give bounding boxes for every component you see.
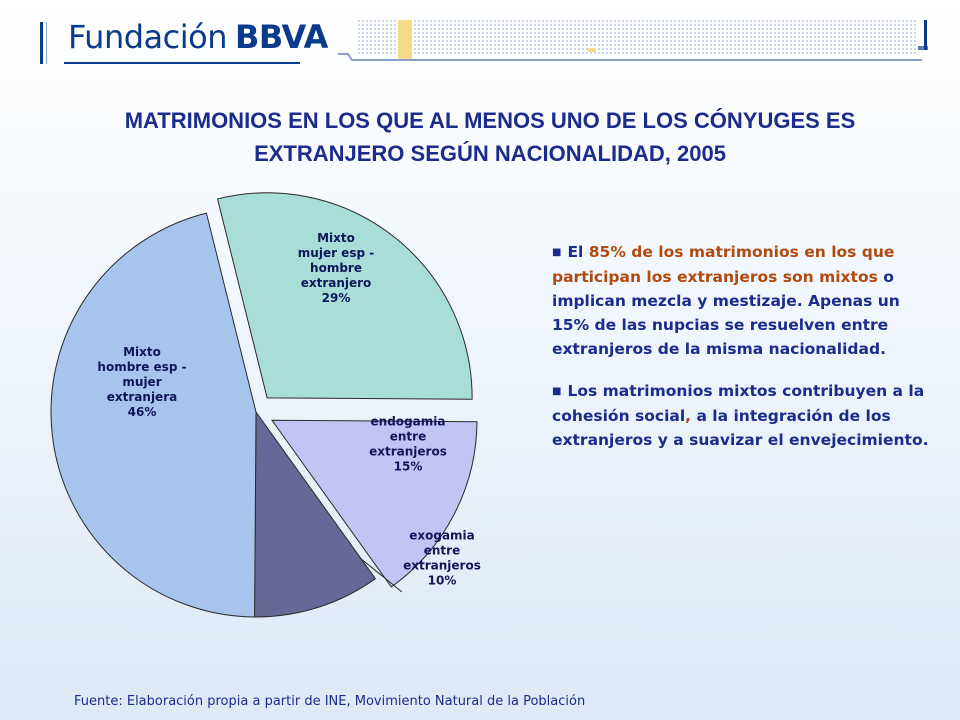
paragraph-2: ■ Los matrimonios mixtos contribuyen a la… — [552, 379, 930, 452]
pie-label-line: extranjeros — [369, 445, 447, 459]
pie-label-line: entre — [390, 430, 426, 444]
pie-value-label: 15% — [394, 460, 423, 474]
pie-slice-3 — [254, 410, 377, 618]
pie-label-1: Mixto mujer esp -hombre extranjero 29% — [298, 231, 374, 305]
chart-title-line-1: MATRIMONIOS EN LOS QUE AL MENOS UNO DE L… — [124, 108, 856, 133]
bullet-square-icon: ■ — [552, 386, 562, 397]
logo-underline — [64, 62, 300, 64]
pie-value-label: 46% — [128, 405, 157, 419]
logo-bar-thin — [46, 22, 47, 64]
pie-label-line: mujer esp - — [298, 246, 374, 260]
pie-label-3: exogamia entre extranjeros 10% — [403, 529, 481, 588]
pie-value-label: 10% — [428, 574, 457, 588]
pie-slice-2 — [271, 419, 478, 588]
pie-value-label: 29% — [322, 291, 351, 305]
label-leader-line — [359, 557, 403, 593]
header: Fundación BBVA — [0, 0, 960, 80]
pie-label-line: hombre esp - — [97, 360, 186, 374]
pie-label-line: Mixto — [123, 345, 161, 359]
pie-label-line: extranjero — [301, 276, 372, 290]
pie-label-line: extranjera — [107, 390, 177, 404]
logo: Fundación BBVA — [68, 18, 328, 56]
logo-bar — [40, 22, 43, 64]
p2-part-a: Los matrimonios mixtos contribuyen a la … — [552, 382, 925, 425]
text-panel: ■ El 85% de los matrimonios en los que pa… — [552, 240, 930, 470]
p1-highlight: 85% de los matrimonios en los que partic… — [552, 243, 895, 286]
pie-label-line: endogamia — [371, 415, 446, 429]
p1-prefix: El — [567, 243, 589, 261]
bullet-square-icon: ■ — [552, 247, 562, 258]
source-note: Fuente: Elaboración propia a partir de I… — [74, 694, 586, 709]
chart-title-line-2: EXTRANJERO SEGÚN NACIONALIDAD, 2005 — [254, 141, 726, 166]
pie-label-line: hombre — [310, 261, 362, 275]
pie-label-line: exogamia — [409, 529, 475, 543]
pie-label-line: extranjeros — [403, 559, 481, 573]
logo-brand: BBVA — [234, 18, 328, 56]
pie-label-2: endogamia entre extranjeros 15% — [369, 415, 447, 474]
p2-part-b: a la integración de los extranjeros y a … — [552, 407, 929, 449]
pie-slice-1 — [216, 192, 473, 400]
pie-slice-4 — [50, 212, 257, 618]
p1-rest: o implican mezcla y mestizaje. Apenas un… — [552, 268, 900, 358]
header-decoration — [338, 20, 928, 61]
pie-label-line: entre — [424, 544, 460, 558]
pie-label-line: Mixto — [317, 231, 355, 245]
p2-comma: , — [685, 407, 692, 425]
pie-label-4: Mixto hombre esp -mujer extranjera 46% — [97, 345, 186, 419]
logo-text: Fundación — [68, 18, 227, 56]
pie-label-line: mujer — [122, 375, 161, 389]
paragraph-1: ■ El 85% de los matrimonios en los que pa… — [552, 240, 930, 361]
chart-title: MATRIMONIOS EN LOS QUE AL MENOS UNO DE L… — [40, 104, 940, 170]
